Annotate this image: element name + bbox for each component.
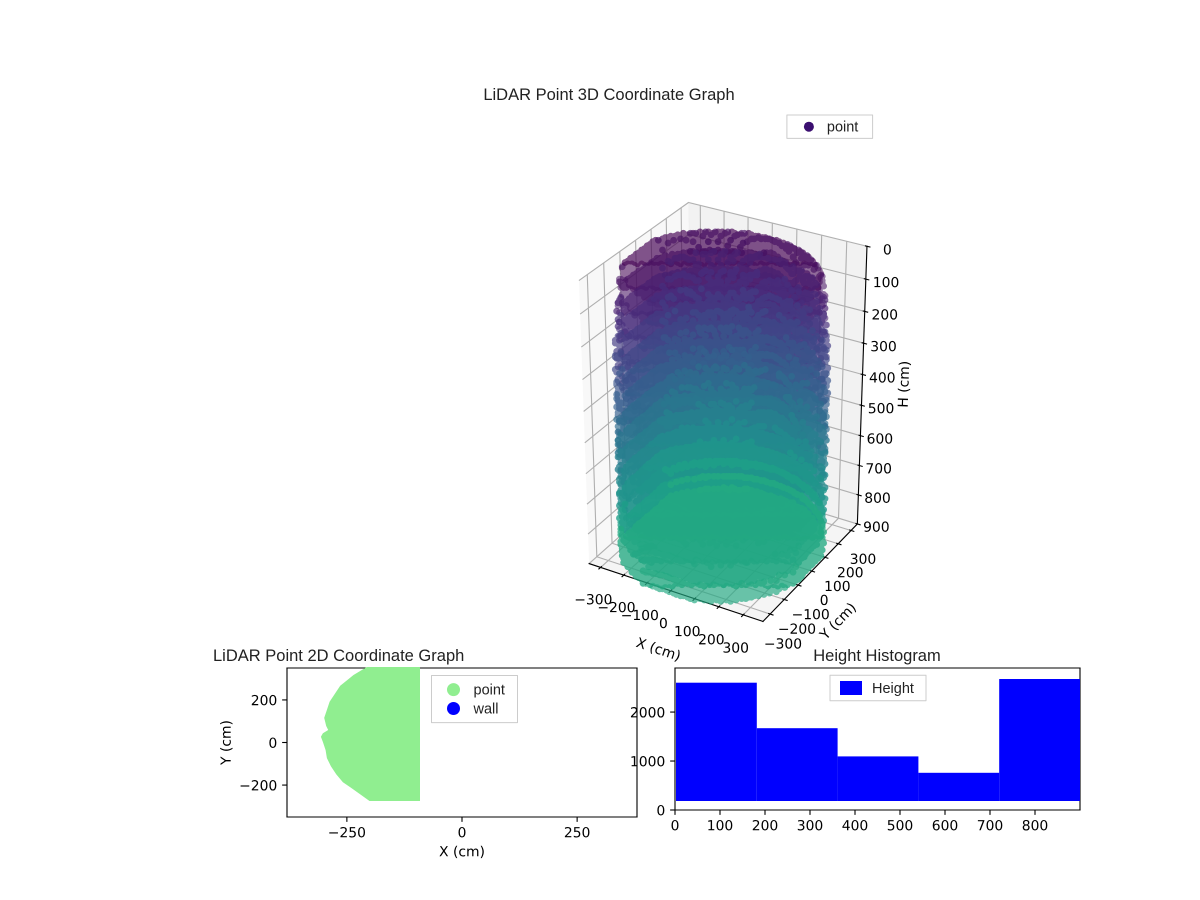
svg-text:Height Histogram: Height Histogram (813, 647, 940, 665)
svg-text:wall: wall (473, 702, 499, 718)
svg-text:Height: Height (872, 681, 914, 697)
svg-text:point: point (474, 683, 505, 699)
svg-text:LiDAR Point 2D Coordinate Grap: LiDAR Point 2D Coordinate Graph (213, 647, 464, 665)
svg-text:LiDAR Point 3D Coordinate Grap: LiDAR Point 3D Coordinate Graph (483, 86, 734, 104)
svg-text:point: point (827, 120, 858, 136)
